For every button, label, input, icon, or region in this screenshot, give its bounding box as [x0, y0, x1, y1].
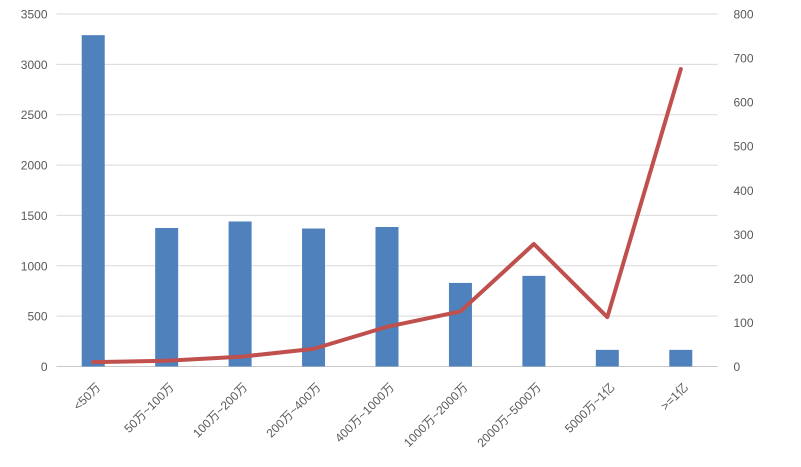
y-axis-tick-label-left: 3500: [21, 8, 48, 22]
x-axis-tick-label: 2000万~5000万: [474, 380, 544, 450]
y-axis-tick-label-right: 800: [734, 8, 754, 22]
bar: [448, 282, 472, 367]
bar: [595, 349, 619, 367]
y-axis-tick-label-left: 0: [41, 360, 48, 374]
y-axis-tick-label-right: 600: [734, 96, 754, 110]
bar: [669, 349, 693, 367]
x-axis-tick-label: 100万~200万: [190, 380, 250, 440]
y-axis-tick-label-left: 2500: [21, 108, 48, 122]
x-axis-tick-label: >=1亿: [657, 380, 691, 414]
bar: [81, 35, 105, 367]
y-axis-tick-label-right: 200: [734, 272, 754, 286]
bar: [228, 221, 252, 367]
bar: [302, 228, 326, 367]
y-axis-tick-label-left: 1000: [21, 259, 48, 273]
y-axis-tick-label-left: 1500: [21, 209, 48, 223]
x-axis-tick-label: 1000万~2000万: [401, 380, 471, 450]
y-axis-tick-label-left: 500: [27, 310, 47, 324]
y-axis-tick-label-right: 700: [734, 52, 754, 66]
x-axis-tick-label: <50万: [71, 380, 104, 413]
y-axis-tick-label-left: 2000: [21, 159, 48, 173]
y-axis-tick-label-right: 500: [734, 140, 754, 154]
x-axis-tick-label: 5000万~1亿: [561, 380, 617, 436]
bar: [522, 275, 546, 367]
x-axis-tick-label: 200万~400万: [264, 380, 324, 440]
y-axis-tick-label-left: 3000: [21, 58, 48, 72]
y-axis-tick-label-right: 100: [734, 316, 754, 330]
y-axis-tick-label-right: 300: [734, 228, 754, 242]
y-axis-tick-label-right: 400: [734, 184, 754, 198]
y-axis-tick-label-right: 0: [734, 360, 741, 374]
x-axis-tick-label: 400万~1000万: [332, 380, 397, 445]
x-axis-tick-label: 50万~100万: [121, 380, 176, 435]
line-series: [91, 67, 683, 365]
bar: [375, 227, 399, 367]
bar: [155, 228, 179, 367]
